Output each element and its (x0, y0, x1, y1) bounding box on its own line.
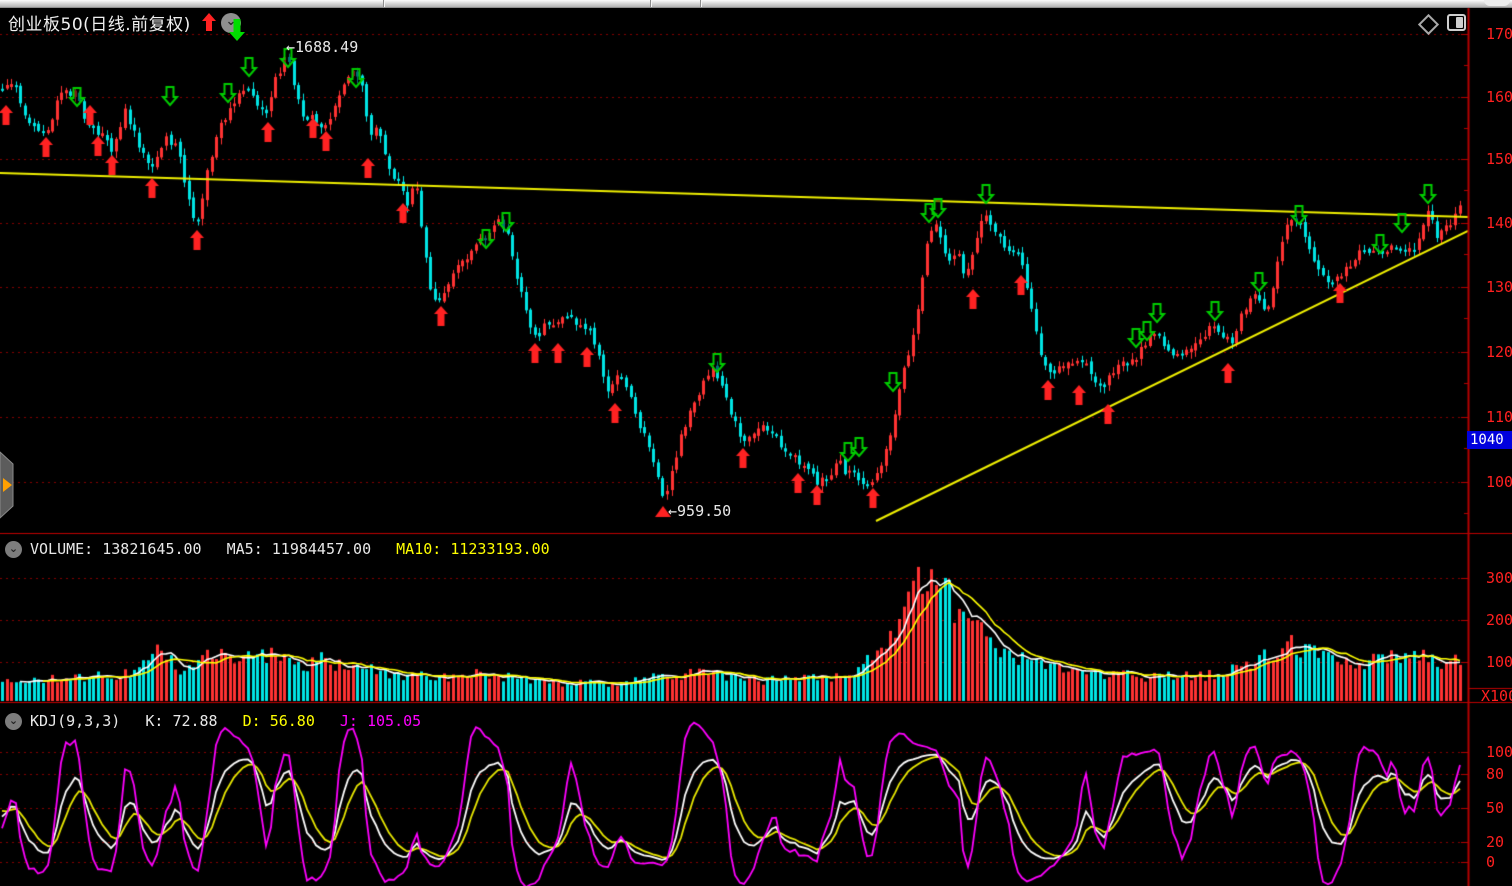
panel-expander-tab[interactable] (0, 450, 16, 520)
volume-axis-label: 300 (1486, 569, 1512, 587)
collapse-kdj-pane-button[interactable]: ⌄ (5, 713, 22, 730)
price-axis-label: 1400 (1486, 214, 1512, 232)
kdj-axis-label: 50 (1486, 799, 1505, 817)
kdj-axis-label: 20 (1486, 833, 1505, 851)
toolbar-separator (383, 0, 384, 7)
volume-label: VOLUME: (30, 540, 94, 558)
split-view-icon[interactable] (1447, 14, 1466, 31)
buy-signal-legend-icon (202, 13, 216, 31)
scrollbar-cap (1484, 0, 1510, 6)
instrument-title: 创业板50(日线.前复权) (8, 15, 191, 35)
sell-signal-legend-icon (229, 19, 245, 41)
price-axis-label: 1000 (1486, 473, 1512, 491)
kdj-axis-label: 0 (1486, 853, 1496, 871)
kdj-j-label: J: (339, 712, 358, 730)
kdj-label: KDJ(9,3,3) (30, 712, 121, 730)
price-tag: 1040 (1467, 431, 1512, 449)
kdj-d-label: D: (242, 712, 261, 730)
volume-ma5-value: 11984457.00 (271, 540, 372, 558)
kdj-pane-header: KDJ(9,3,3) K: 72.88 D: 56.80 J: 105.05 (30, 712, 421, 730)
volume-value: 13821645.00 (102, 540, 202, 558)
chart-title: 创业板50(日线.前复权) (8, 10, 191, 35)
kdj-j-value: 105.05 (367, 712, 422, 730)
kdj-k-label: K: (145, 712, 164, 730)
price-axis-label: 1600 (1486, 88, 1512, 106)
toolbar-separator (650, 0, 651, 7)
price-axis-label: 1500 (1486, 150, 1512, 168)
volume-axis-label: 100 (1486, 653, 1512, 671)
kdj-axis-label: 100 (1486, 743, 1512, 761)
price-axis-label: 1700 (1486, 25, 1512, 43)
volume-ma10-value: 11233193.00 (450, 540, 550, 558)
collapse-volume-pane-button[interactable]: ⌄ (5, 541, 22, 558)
low-annotation: ←959.50 (668, 502, 732, 520)
kdj-d-value: 56.80 (269, 712, 315, 730)
price-axis-label: 1100 (1486, 408, 1512, 426)
toolbar-separator (700, 0, 701, 7)
volume-ma10-label: MA10: (396, 540, 442, 558)
kdj-k-value: 72.88 (172, 712, 218, 730)
volume-ma5-label: MA5: (226, 540, 263, 558)
expander-arrow-icon (3, 478, 12, 492)
volume-axis-label: 200 (1486, 611, 1512, 629)
kdj-axis-label: 80 (1486, 765, 1505, 783)
high-annotation: ←1688.49 (286, 38, 359, 56)
toolbar-strip (0, 0, 1512, 8)
volume-pane-header: VOLUME: 13821645.00 MA5: 11984457.00 MA1… (30, 540, 550, 558)
price-axis-label: 1200 (1486, 343, 1512, 361)
price-axis-label: 1300 (1486, 278, 1512, 296)
volume-unit-label: X10000 (1481, 687, 1512, 705)
